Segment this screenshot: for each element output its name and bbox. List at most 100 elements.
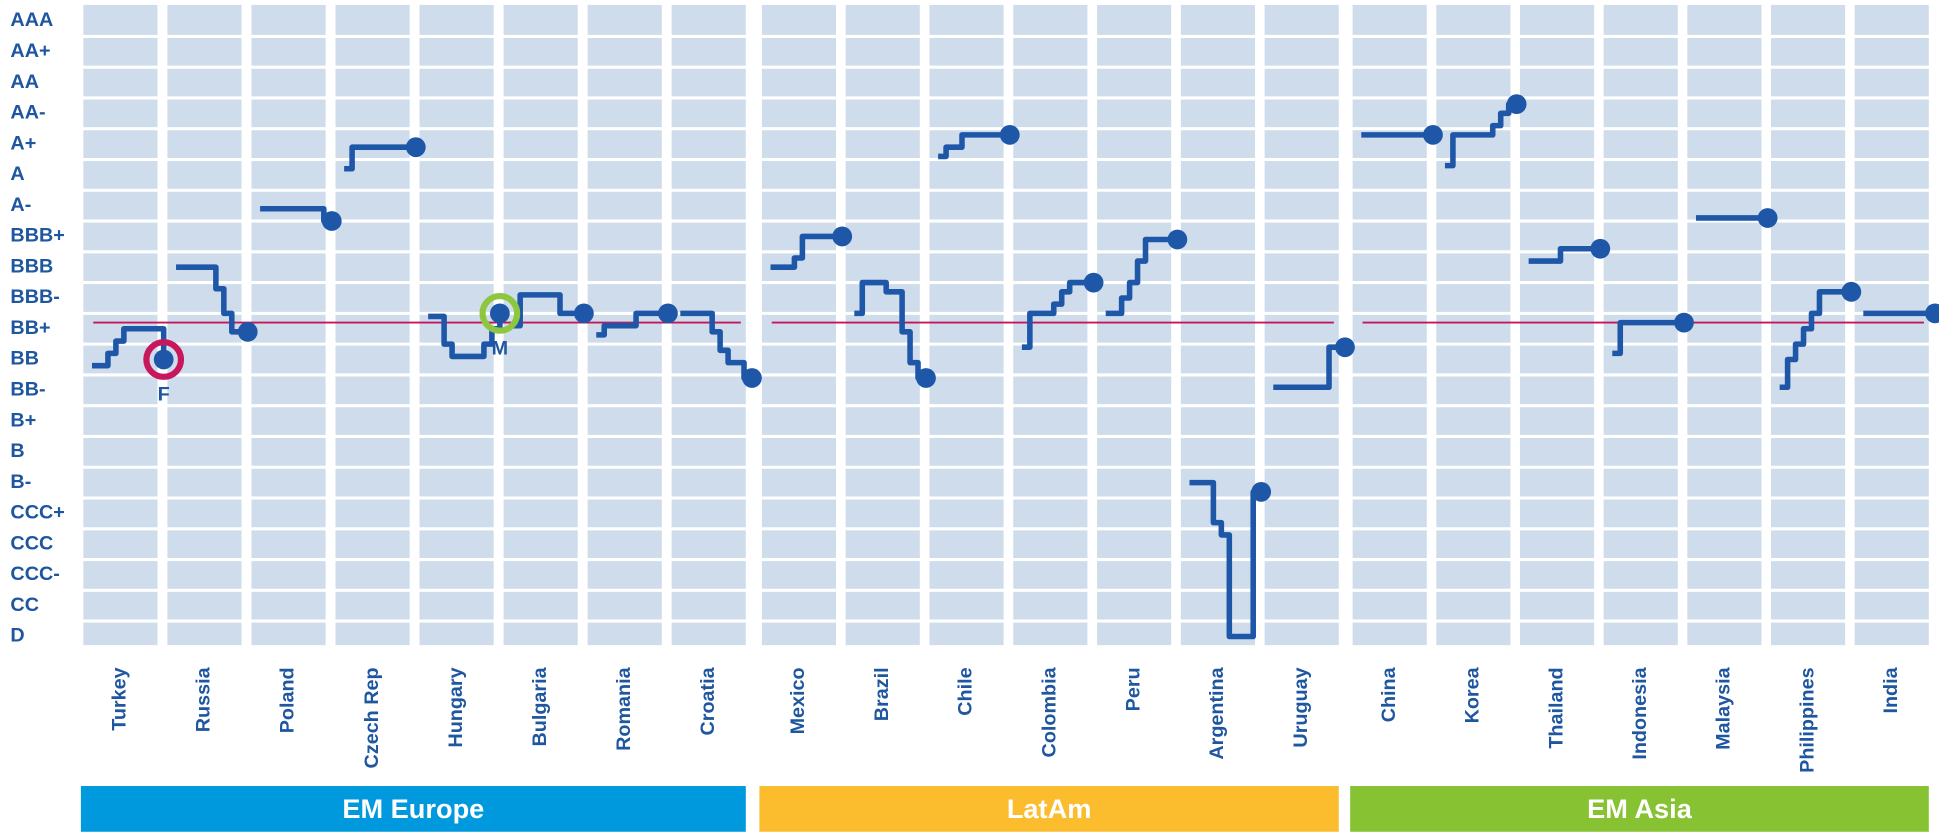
y-tick-label: B+ [10, 409, 36, 431]
rating-line [854, 279, 926, 381]
group-label: EM Asia [1587, 793, 1693, 824]
country-label: Romania [613, 666, 635, 750]
y-tick-label: BB- [10, 379, 45, 401]
end-dot [1590, 238, 1611, 259]
y-tick-label: BBB [10, 255, 53, 277]
end-dot [1674, 312, 1694, 333]
y-tick-label: CCC+ [10, 502, 64, 524]
country-label: Peru [1122, 667, 1144, 711]
country-label: Mexico [787, 667, 809, 734]
y-tick-label: BB+ [10, 317, 50, 339]
end-dot [1167, 229, 1188, 250]
y-tick-label: A [10, 163, 24, 185]
country-label: Brazil [871, 667, 893, 721]
country-label: Indonesia [1629, 666, 1651, 759]
end-dot [658, 303, 678, 324]
annotation-ring [479, 292, 521, 334]
end-dot [574, 303, 594, 324]
annotation-label: F [158, 384, 170, 406]
country-label: Korea [1462, 666, 1484, 723]
country-label: China [1378, 666, 1400, 722]
end-dot [1841, 281, 1862, 302]
rating-line [176, 264, 248, 335]
end-dot [1757, 208, 1778, 228]
rating-line [344, 144, 416, 172]
end-dot [489, 303, 510, 324]
rating-line [1105, 236, 1178, 317]
country-label: Chile [955, 667, 977, 715]
rating-line [1612, 319, 1684, 357]
rating-line [1189, 479, 1262, 640]
y-tick-label: AAA [10, 9, 53, 31]
y-tick-label: A- [10, 194, 31, 216]
rating-line [260, 205, 332, 224]
panel [1854, 4, 1929, 646]
end-dot [742, 368, 762, 388]
panel [1687, 4, 1762, 646]
country-label: Russia [193, 666, 215, 732]
y-tick-label: AA+ [10, 40, 50, 62]
group-bar [759, 786, 1339, 832]
rating-line [680, 310, 752, 381]
end-dot [1251, 481, 1272, 502]
annotation-label: M [492, 337, 508, 359]
end-dot [1423, 124, 1443, 145]
country-label: Croatia [697, 666, 719, 735]
panel [419, 4, 494, 646]
y-tick-label: CC [10, 594, 39, 616]
country-label: Bulgaria [529, 666, 551, 746]
rating-line [1273, 344, 1345, 391]
panel [1770, 4, 1846, 646]
rating-line [92, 325, 167, 369]
panel [1436, 4, 1511, 646]
country-label: Philippines [1796, 667, 1818, 772]
y-tick-label: B [10, 440, 24, 462]
country-label: Malaysia [1713, 666, 1735, 749]
country-label: Colombia [1039, 666, 1061, 757]
panel [1264, 4, 1339, 646]
rating-line [1779, 289, 1852, 391]
y-tick-label: A+ [10, 132, 36, 154]
rating-line [770, 233, 843, 270]
rating-line [512, 292, 584, 329]
annotation-ring [143, 339, 185, 380]
group-label: EM Europe [342, 793, 484, 824]
panel [335, 4, 410, 646]
y-tick-label: AA [10, 71, 39, 93]
y-tick-label: AA- [10, 102, 45, 124]
end-dot [1335, 337, 1355, 358]
y-tick-label: CCC [10, 532, 53, 554]
country-label: India [1880, 666, 1902, 713]
end-dot [1506, 94, 1527, 114]
panel [761, 4, 837, 646]
end-dot [237, 321, 258, 342]
country-label: Argentina [1206, 666, 1228, 759]
panel [1519, 4, 1595, 646]
end-dot [1925, 303, 1939, 324]
rating-line [596, 310, 668, 338]
country-label: Turkey [109, 667, 131, 730]
rating-line [1021, 279, 1094, 350]
end-dot [153, 349, 174, 370]
end-dot [832, 226, 853, 247]
panel [1097, 4, 1172, 646]
y-tick-label: BB [10, 348, 39, 370]
panel [83, 4, 158, 646]
country-label: Uruguay [1290, 667, 1312, 747]
end-dot [321, 211, 342, 231]
y-tick-label: D [10, 625, 24, 647]
end-dot [1083, 272, 1104, 293]
panel [929, 4, 1004, 646]
y-tick-label: BBB+ [10, 225, 64, 247]
end-dot [405, 137, 426, 158]
panel [1352, 4, 1427, 646]
group-bar [1350, 786, 1929, 832]
panel [845, 4, 920, 646]
country-label: Hungary [445, 667, 467, 747]
group-label: LatAm [1007, 793, 1092, 824]
panel [251, 4, 326, 646]
y-tick-label: BBB- [10, 286, 59, 308]
end-dot [999, 124, 1020, 145]
